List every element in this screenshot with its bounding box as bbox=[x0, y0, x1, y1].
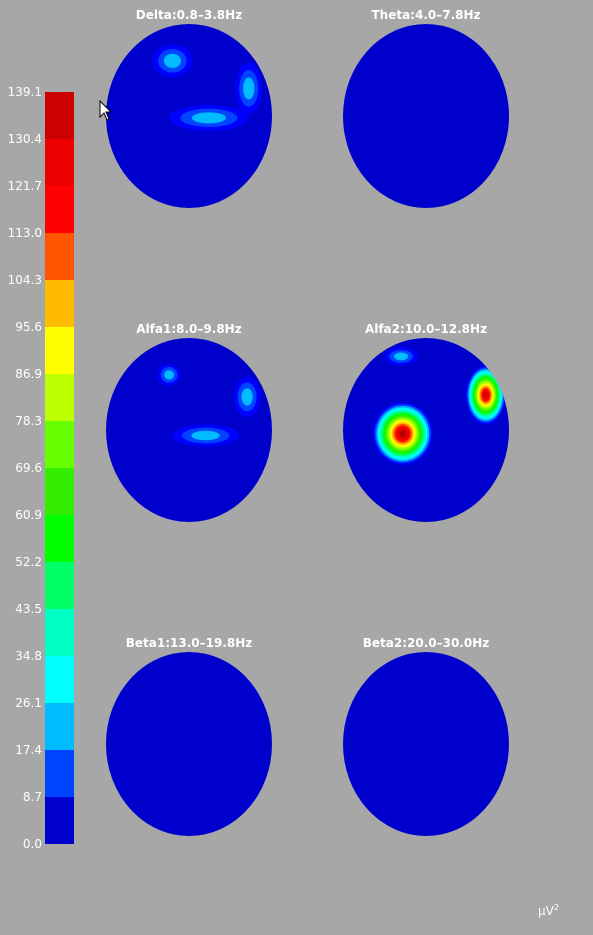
activity-contour bbox=[164, 54, 181, 68]
map-title: Alfa2:10.0–12.8Hz bbox=[326, 322, 526, 336]
activity-contour bbox=[400, 431, 405, 436]
map-title: Beta1:13.0–19.8Hz bbox=[89, 636, 289, 650]
map-title: Beta2:20.0–30.0Hz bbox=[326, 636, 526, 650]
head-map bbox=[343, 652, 509, 836]
head-map bbox=[343, 24, 509, 208]
head-outline bbox=[106, 652, 272, 836]
map-title: Delta:0.8–3.8Hz bbox=[89, 8, 289, 22]
activity-contour bbox=[394, 352, 408, 360]
head-map bbox=[106, 24, 272, 208]
head-outline bbox=[343, 24, 509, 208]
mouse-pointer-icon bbox=[99, 100, 113, 122]
head-map bbox=[106, 652, 272, 836]
activity-contour bbox=[243, 77, 254, 99]
head-outline bbox=[343, 652, 509, 836]
map-title: Alfa1:8.0–9.8Hz bbox=[89, 322, 289, 336]
activity-contour bbox=[164, 370, 174, 379]
head-map bbox=[106, 338, 272, 522]
activity-contour bbox=[484, 392, 488, 397]
head-map bbox=[343, 338, 509, 522]
unit-label: µV2 bbox=[538, 903, 559, 918]
activity-contour bbox=[241, 388, 252, 405]
activity-contour bbox=[191, 431, 219, 440]
activity-contour bbox=[192, 112, 226, 123]
map-title: Theta:4.0–7.8Hz bbox=[326, 8, 526, 22]
